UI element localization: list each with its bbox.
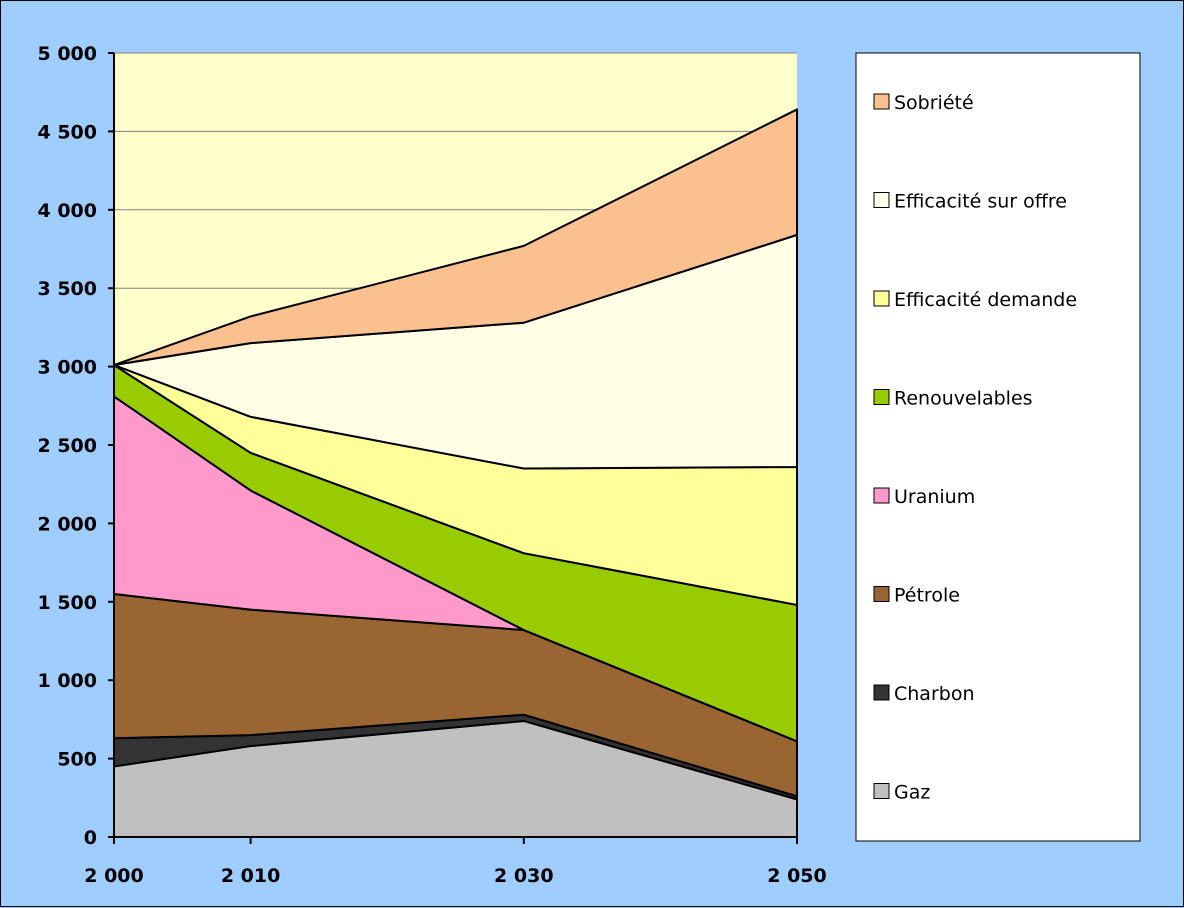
legend-label: Uranium [894, 486, 975, 508]
legend-swatch [873, 783, 890, 799]
y-tick-label: 4 500 [38, 121, 98, 143]
legend-swatch [873, 389, 890, 405]
x-axis-tick-labels: 2 000 2 010 2 030 2 050 [84, 865, 827, 887]
y-axis-tick-labels: 0 500 1 000 1 500 2 000 2 500 3 000 3 500 4 000 4… [38, 43, 98, 849]
legend-label: Efficacité sur offre [894, 191, 1067, 213]
legend-swatch [873, 93, 890, 110]
legend-swatch [873, 487, 890, 504]
y-tick-label: 1 000 [38, 670, 98, 692]
legend-swatch [873, 586, 890, 602]
y-tick-label: 3 500 [38, 278, 98, 300]
y-tick-label: 2 500 [38, 435, 98, 457]
legend-label: Sobriété [894, 92, 974, 114]
legend-swatch [873, 192, 890, 208]
legend-label: Charbon [894, 683, 975, 705]
area-sobriete [113, 108, 798, 367]
legend [855, 52, 1141, 842]
x-tick-label: 2 030 [494, 865, 554, 887]
y-tick-label: 1 500 [38, 592, 98, 614]
legend-label: Renouvelables [894, 388, 1033, 410]
y-tick-label: 0 [84, 827, 97, 849]
legend-swatch [873, 684, 890, 701]
x-tick-label: 2 010 [221, 865, 281, 887]
axes [108, 52, 798, 844]
y-tick-label: 4 000 [38, 200, 98, 222]
y-tick-label: 2 000 [38, 513, 98, 535]
y-tick-label: 5 000 [38, 43, 98, 65]
x-tick-label: 2 050 [767, 865, 827, 887]
legend-label: Gaz [894, 782, 930, 804]
legend-entries: Sobriété Efficacité sur offre Efficacité d… [873, 92, 1077, 804]
legend-label: Efficacité demande [894, 289, 1077, 311]
y-tick-label: 3 000 [38, 357, 98, 379]
x-tick-label: 2 000 [84, 865, 144, 887]
legend-label: Pétrole [894, 585, 960, 607]
series-areas [113, 108, 798, 838]
legend-swatch [873, 290, 890, 307]
y-tick-label: 500 [57, 749, 97, 771]
